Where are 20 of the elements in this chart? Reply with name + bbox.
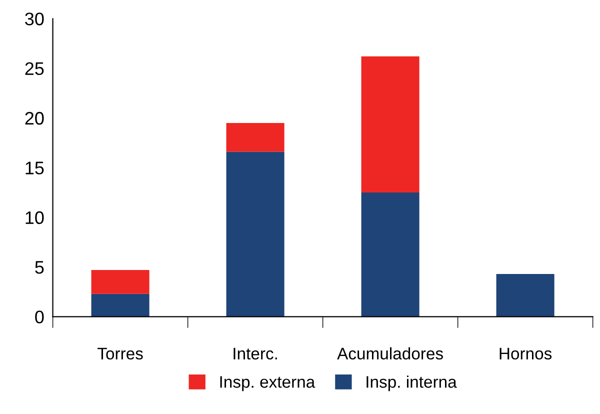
legend-label: Insp. externa xyxy=(220,376,316,392)
y-tick-label: 25 xyxy=(25,62,44,76)
x-tick-label: Hornos xyxy=(500,348,552,360)
bar xyxy=(361,56,420,193)
legend-label: Insp. interna xyxy=(366,376,457,392)
x-tick-label: Interc. xyxy=(234,348,277,360)
x-tick-label: Acumuladores xyxy=(337,347,443,360)
y-tick-label: 5 xyxy=(35,261,44,274)
y-tick-label: 20 xyxy=(25,112,44,125)
y-tick-label: 15 xyxy=(26,162,44,174)
bar xyxy=(91,270,150,294)
bar xyxy=(226,122,284,152)
y-tick-label: 30 xyxy=(25,12,44,26)
y-tick-label: 0 xyxy=(35,310,44,324)
y-tick-label: 10 xyxy=(26,211,44,224)
bar xyxy=(496,274,554,317)
bar xyxy=(361,192,420,317)
bar xyxy=(91,294,150,317)
x-tick-label: Torres xyxy=(98,348,143,360)
bar xyxy=(226,152,284,317)
